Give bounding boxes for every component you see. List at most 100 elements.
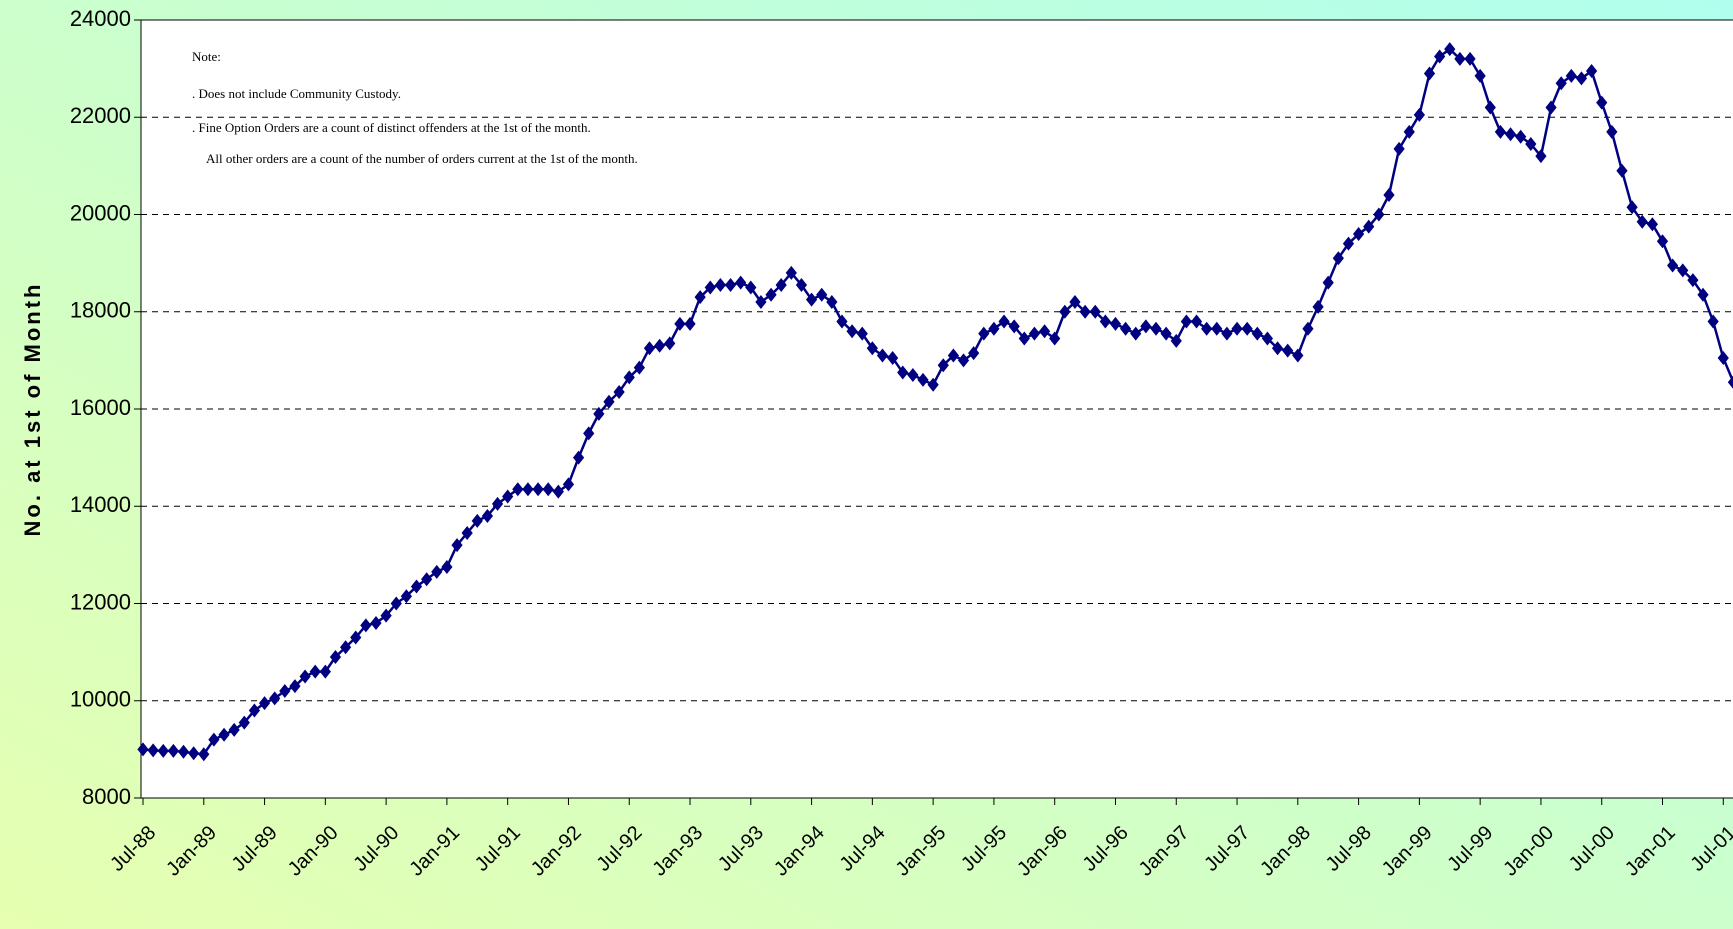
marker	[1049, 331, 1061, 346]
marker	[1585, 64, 1598, 79]
marker	[400, 589, 412, 604]
marker	[1565, 68, 1577, 83]
marker	[1079, 304, 1091, 319]
marker	[542, 482, 554, 497]
y-tick-label: 10000	[70, 687, 131, 712]
marker	[816, 287, 828, 302]
marker	[1302, 321, 1314, 336]
marker	[765, 287, 777, 302]
marker	[532, 482, 544, 497]
marker	[603, 394, 615, 409]
marker	[988, 321, 1000, 336]
marker	[1332, 251, 1344, 266]
marker	[299, 669, 311, 684]
marker	[1201, 321, 1213, 336]
marker	[390, 596, 402, 611]
marker	[441, 560, 453, 575]
annotation: Note:	[192, 49, 221, 64]
marker	[431, 564, 443, 579]
marker	[1231, 321, 1243, 336]
marker	[1251, 326, 1263, 341]
annotation: All other orders are a count of the numb…	[206, 151, 638, 166]
marker	[1038, 324, 1051, 339]
marker	[1575, 71, 1588, 86]
y-tick-label: 12000	[70, 589, 131, 614]
marker	[137, 742, 149, 757]
marker	[1221, 326, 1233, 341]
y-axis-label: No. at 1st of Month	[20, 282, 45, 537]
marker	[664, 336, 676, 351]
marker	[583, 426, 595, 441]
marker	[562, 477, 575, 492]
marker	[370, 615, 382, 630]
marker	[289, 679, 301, 694]
marker	[1261, 331, 1274, 346]
marker	[1423, 66, 1436, 81]
marker	[674, 316, 686, 331]
marker	[1170, 333, 1182, 348]
marker	[1018, 331, 1030, 346]
marker	[1555, 76, 1567, 91]
marker	[724, 278, 737, 293]
marker	[1464, 51, 1476, 66]
marker	[1504, 127, 1517, 142]
marker	[654, 338, 666, 353]
marker	[167, 743, 179, 758]
marker	[1099, 314, 1111, 329]
marker	[1342, 236, 1355, 251]
marker	[623, 370, 635, 385]
marker	[1707, 314, 1719, 329]
marker	[826, 295, 838, 310]
marker	[1008, 319, 1020, 334]
marker	[1109, 316, 1122, 331]
marker	[937, 358, 949, 373]
marker	[1494, 124, 1507, 139]
marker	[1211, 321, 1223, 336]
marker	[1727, 375, 1733, 389]
marker	[1180, 314, 1192, 329]
marker	[380, 608, 392, 623]
annotation: . Fine Option Orders are a count of dist…	[192, 120, 591, 135]
marker	[1525, 136, 1537, 151]
marker	[897, 365, 909, 380]
marker	[1089, 304, 1101, 319]
marker	[927, 377, 939, 392]
marker	[1484, 100, 1496, 115]
marker	[836, 314, 848, 329]
marker	[451, 538, 463, 553]
marker	[775, 278, 787, 293]
marker	[947, 348, 959, 363]
marker	[1282, 343, 1294, 358]
marker	[1363, 219, 1375, 234]
marker	[248, 703, 261, 718]
marker	[633, 360, 645, 375]
marker	[1130, 326, 1142, 341]
marker	[755, 295, 767, 310]
marker	[1120, 321, 1132, 336]
marker	[1160, 326, 1172, 341]
marker	[198, 747, 210, 762]
marker	[1373, 207, 1385, 222]
marker	[421, 572, 433, 587]
marker	[846, 324, 858, 339]
marker	[805, 292, 818, 307]
marker	[329, 649, 342, 664]
marker	[147, 743, 159, 758]
marker	[735, 275, 747, 290]
marker	[1667, 258, 1679, 273]
marker	[1393, 141, 1405, 156]
y-tick-label: 20000	[70, 200, 131, 225]
annotation: . Does not include Community Custody.	[192, 86, 401, 101]
marker	[340, 640, 352, 655]
marker	[279, 684, 291, 699]
y-tick-label: 8000	[82, 784, 131, 809]
marker	[917, 372, 929, 387]
marker	[1626, 200, 1638, 215]
marker	[177, 744, 190, 759]
y-tick-label: 16000	[70, 395, 131, 420]
marker	[1656, 234, 1669, 249]
marker	[471, 513, 483, 528]
y-tick-label: 22000	[70, 103, 131, 128]
